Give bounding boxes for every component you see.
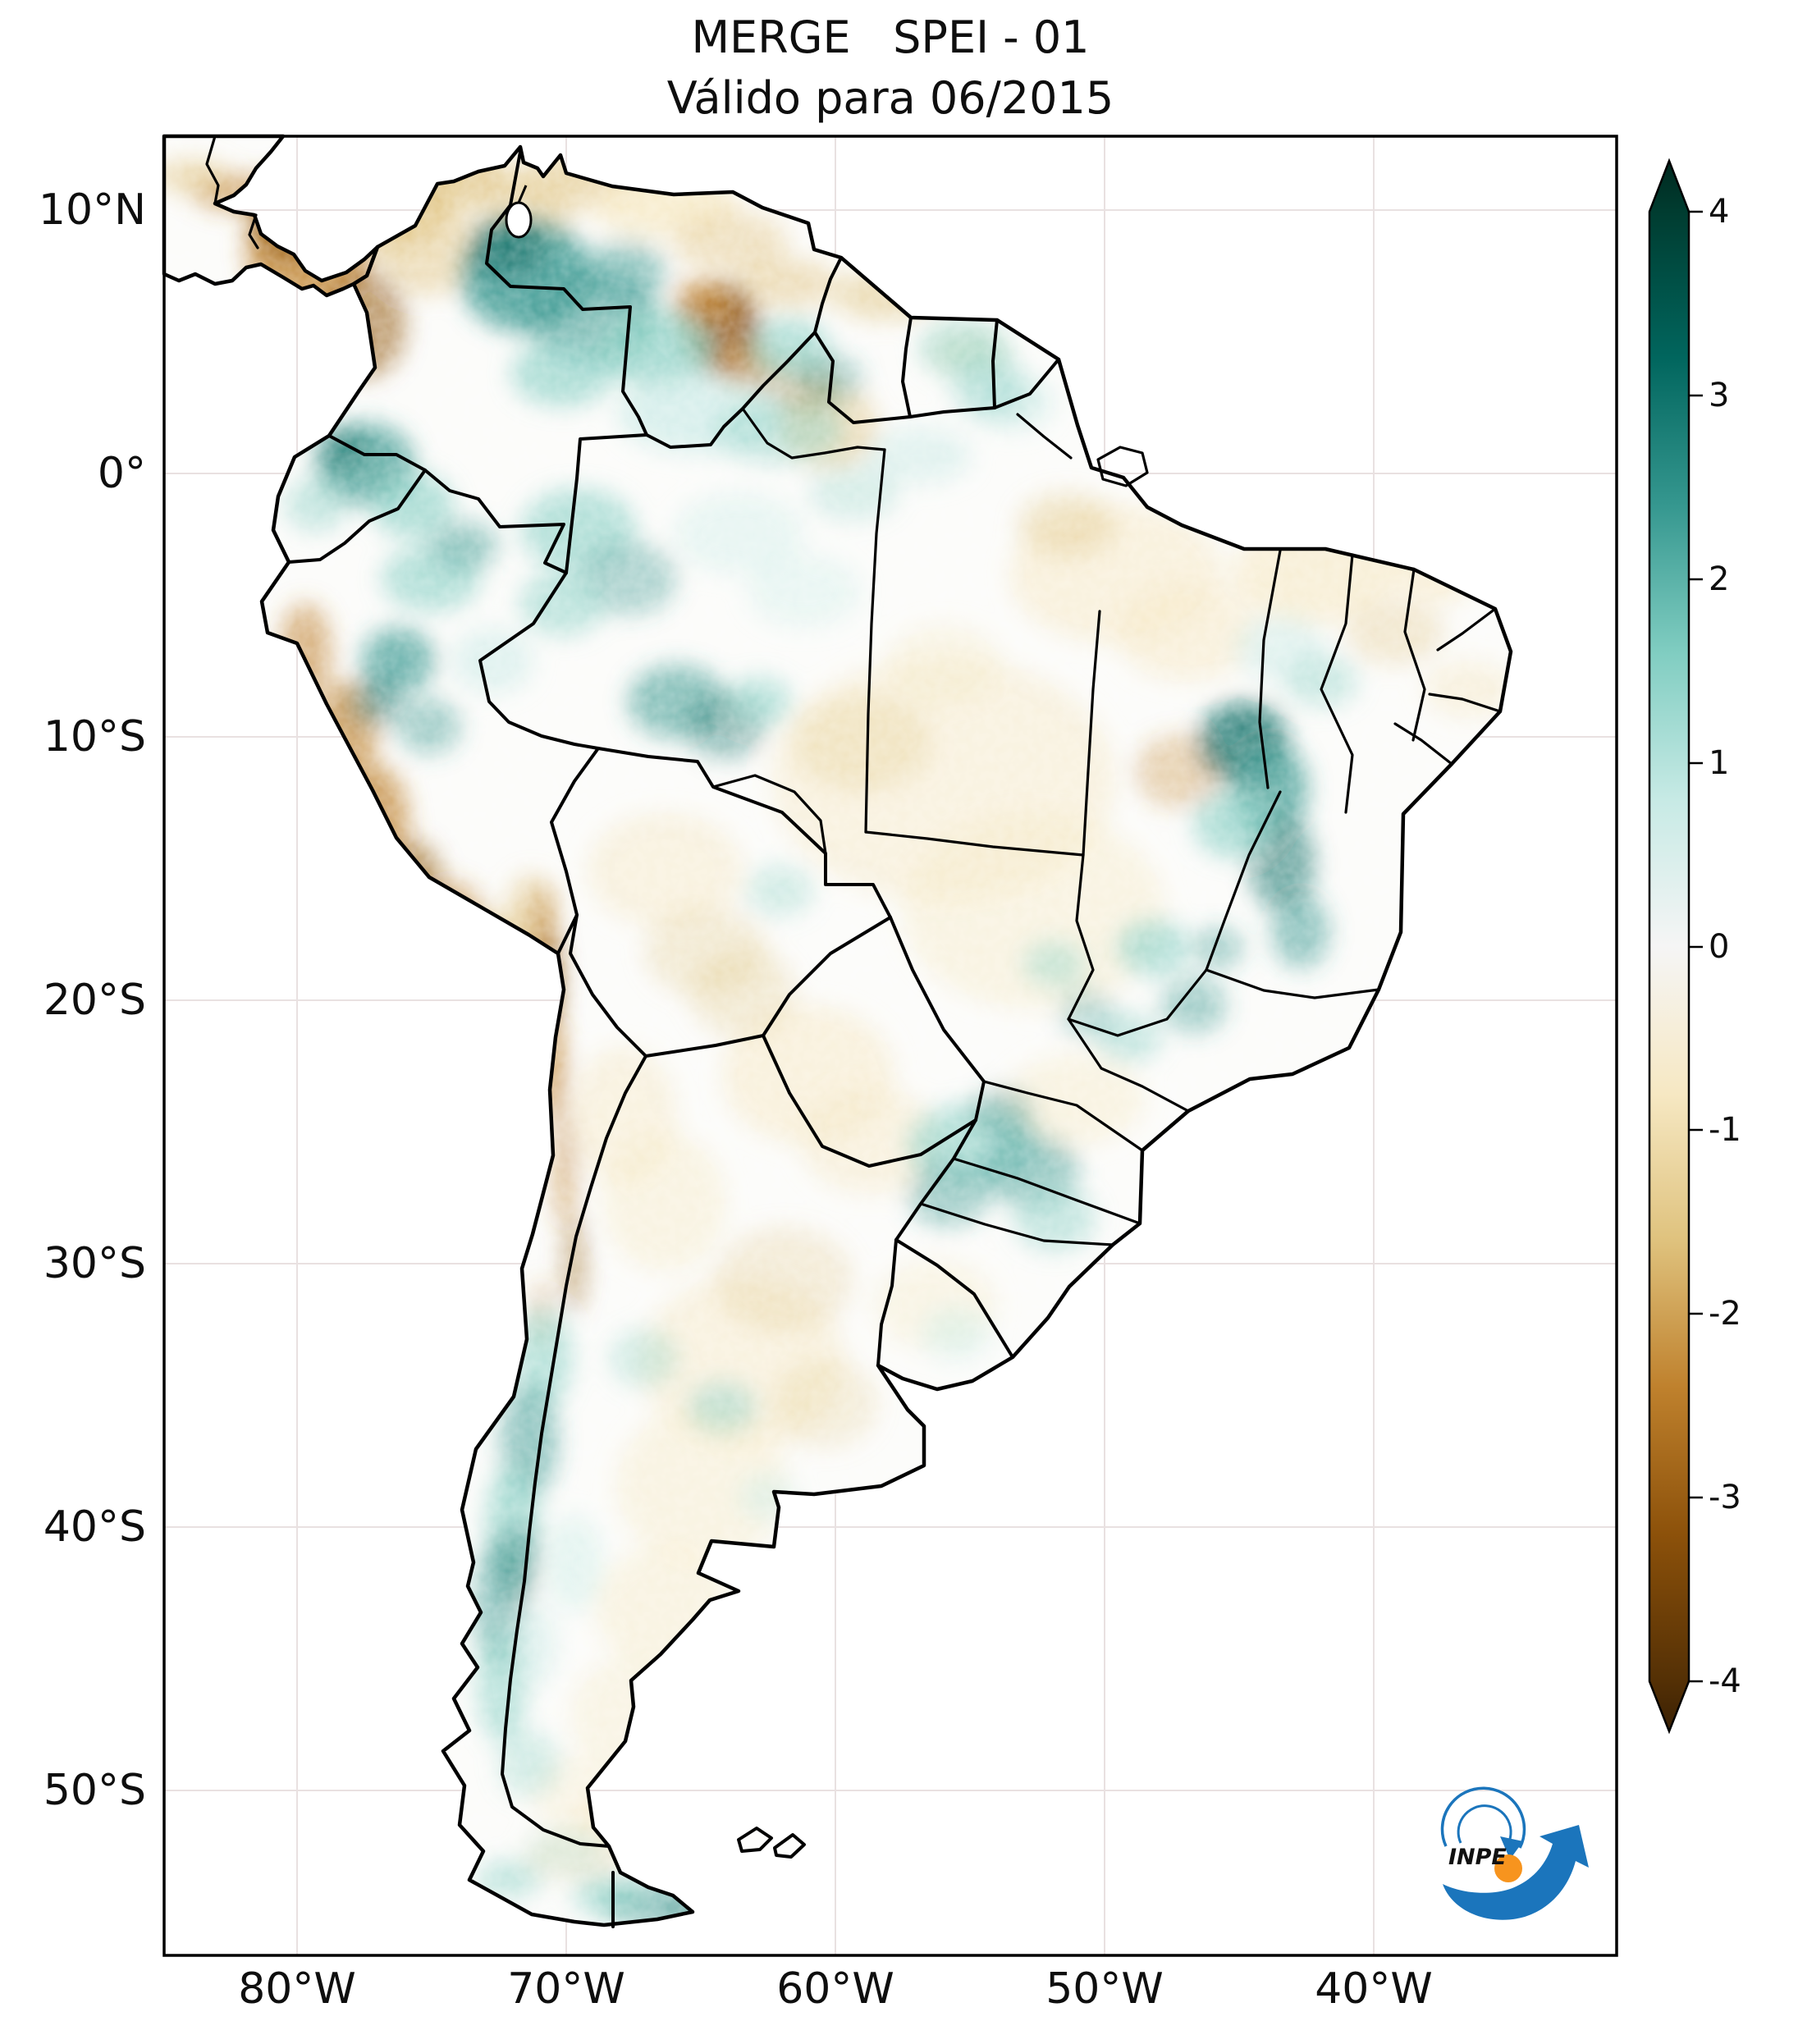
lat-tick-10s: 10°S [43,712,146,761]
page-subtitle: Válido para 06/2015 [666,72,1114,124]
lon-tick-60w: 60°W [776,1964,894,2014]
lon-tick-70w: 70°W [507,1964,625,2014]
country-borders [287,150,1060,1928]
page-title: MERGE SPEI - 01 [691,11,1090,63]
cbar-tick-4: 4 [1709,193,1730,231]
lake-maracaibo [505,185,533,239]
inpe-orbit-arrowhead-icon [1500,1836,1523,1859]
cbar-tick-m1: -1 [1709,1111,1741,1149]
lat-tick-30s: 30°S [43,1239,146,1288]
cbar-tick-3: 3 [1709,377,1730,414]
lon-tick-80w: 80°W [238,1964,356,2014]
colorbar [1648,158,1703,1735]
cbar-tick-2: 2 [1709,560,1730,598]
inpe-logo: INPE [1440,1786,1589,1920]
cbar-tick-0: 0 [1709,928,1730,966]
cbar-tick-m4: -4 [1709,1662,1741,1700]
cbar-tick-1: 1 [1709,744,1730,782]
lat-tick-40s: 40°S [43,1502,146,1552]
lon-tick-40w: 40°W [1315,1964,1433,2014]
cbar-tick-m2: -2 [1709,1295,1741,1333]
lat-tick-0: 0° [97,449,146,498]
map-frame [162,135,1618,1957]
inpe-logo-text: INPE [1448,1845,1507,1870]
state-borders [205,135,1502,1246]
colorbar-tick-marks [1689,210,1703,1683]
falkland-islands [737,1827,806,1859]
lon-tick-50w: 50°W [1045,1964,1164,2014]
lat-tick-50s: 50°S [43,1766,146,1815]
lat-tick-20s: 20°S [43,976,146,1025]
inpe-orbit-outer-icon [1440,1786,1526,1849]
inpe-orbit-inner-icon [1457,1804,1512,1847]
lat-tick-10n: 10°N [38,185,146,235]
inpe-swoosh-arrow-icon [1443,1825,1589,1920]
spei-raster [164,136,1511,1925]
coastline [162,134,1513,1927]
inpe-globe-icon [1494,1854,1522,1882]
cbar-tick-m3: -3 [1709,1479,1741,1516]
raster-grain-texture [164,136,1511,1925]
colorbar-gradient-bar [1648,158,1690,1735]
